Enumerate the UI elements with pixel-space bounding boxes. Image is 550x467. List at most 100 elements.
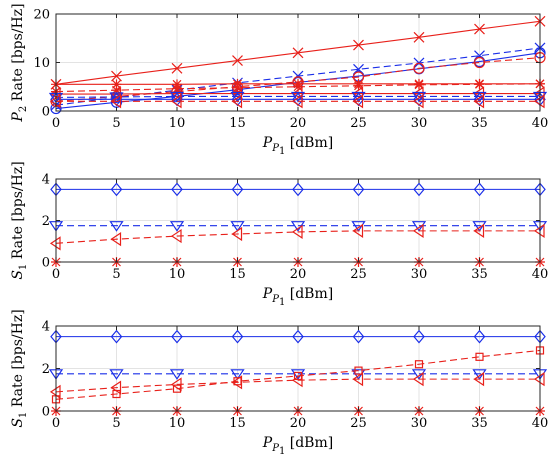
- data-point: [474, 79, 485, 90]
- data-point: [232, 82, 243, 93]
- data-point: [291, 86, 303, 101]
- x-axis-label: PP1 [dBm]: [262, 286, 333, 308]
- x-tick-label: 40: [532, 267, 549, 282]
- data-point: [292, 47, 304, 59]
- data-point: [111, 70, 122, 82]
- y-tick-label: 20: [33, 8, 50, 23]
- x-tick-label: 40: [532, 416, 549, 431]
- data-point: [170, 228, 182, 244]
- x-axis-label: PP1 [dBm]: [262, 135, 333, 157]
- data-point: [413, 62, 425, 74]
- y-tick-label: 0: [42, 256, 50, 271]
- data-point: [352, 92, 365, 107]
- data-point: [231, 92, 244, 107]
- series-line: [55, 230, 540, 244]
- y-axis-label: S1 Rate [bps/Hz]: [10, 161, 29, 279]
- x-tick-label: 35: [471, 267, 488, 282]
- series-10: [49, 94, 545, 109]
- data-point: [414, 360, 424, 369]
- x-tick-label: 30: [411, 416, 428, 431]
- data-point: [291, 224, 303, 240]
- data-point: [230, 221, 245, 232]
- x-tick-label: 10: [169, 267, 186, 282]
- data-point: [231, 375, 243, 390]
- y-tick-label: 10: [33, 56, 50, 71]
- data-point: [473, 329, 486, 344]
- x-tick-label: 35: [471, 116, 488, 131]
- data-point: [171, 62, 183, 74]
- data-point: [293, 81, 303, 92]
- data-point: [170, 377, 182, 392]
- x-tick-label: 40: [532, 116, 549, 131]
- data-point: [169, 221, 185, 232]
- data-point: [231, 94, 243, 109]
- data-point: [171, 92, 183, 107]
- x-tick-label: 20: [290, 267, 307, 282]
- y-tick-label: 2: [42, 362, 50, 377]
- data-point: [292, 92, 304, 107]
- data-point: [473, 92, 486, 107]
- data-point: [352, 223, 364, 238]
- chart-panel-3: 0 5 10 15 20 25 30 35 40 0 2 4 PP1 [dBm] S1 Rate [bps…: [10, 309, 548, 457]
- data-point: [109, 221, 124, 232]
- data-point: [291, 373, 303, 388]
- data-point: [292, 182, 304, 197]
- data-point: [413, 31, 425, 43]
- data-point: [109, 369, 124, 380]
- data-point: [414, 79, 424, 90]
- data-point: [473, 182, 486, 197]
- series-1: [50, 182, 546, 197]
- data-point: [231, 226, 243, 242]
- data-point: [171, 182, 183, 197]
- data-point: [473, 94, 485, 109]
- data-point: [352, 94, 364, 109]
- data-point: [231, 329, 244, 344]
- data-point: [110, 380, 122, 395]
- x-tick-label: 10: [169, 416, 186, 431]
- data-point: [170, 94, 182, 109]
- data-point: [110, 329, 123, 344]
- series-line: [55, 378, 540, 393]
- y-tick-label: 4: [42, 320, 50, 335]
- x-tick-label: 35: [471, 416, 488, 431]
- data-point: [292, 329, 304, 344]
- data-point: [171, 329, 183, 344]
- data-point: [354, 366, 363, 375]
- x-tick-label: 30: [411, 267, 428, 282]
- chart-panel-2: 0 5 10 15 20 25 30 35 40 0 2 4 PP1 [dBm] S1 Rate [bps…: [10, 161, 548, 308]
- data-point: [230, 369, 245, 380]
- data-point: [231, 182, 244, 197]
- series-9: [50, 92, 546, 107]
- x-tick-label: 25: [350, 416, 367, 431]
- y-axis-label: P2 Rate [bps/Hz]: [10, 3, 29, 122]
- data-point: [412, 223, 424, 238]
- chart-panel-1: 0 5 10 15 20 25 30 35 40 0 10 20 PP1 [dBm] P2 Rate [b…: [10, 3, 548, 157]
- x-tick-label: 5: [112, 416, 120, 431]
- x-tick-label: 0: [52, 416, 60, 431]
- x-tick-label: 5: [112, 116, 120, 131]
- x-tick-label: 30: [411, 116, 428, 131]
- grid: [55, 178, 541, 263]
- series-line: [55, 349, 541, 400]
- x-tick-label: 20: [290, 416, 307, 431]
- x-tick-label: 15: [229, 416, 246, 431]
- data-point: [352, 329, 365, 344]
- x-tick-label: 0: [52, 116, 60, 131]
- data-point: [352, 182, 365, 197]
- data-point: [475, 352, 484, 361]
- data-point: [352, 372, 364, 387]
- data-point: [413, 182, 425, 197]
- x-tick-label: 10: [169, 116, 186, 131]
- data-point: [291, 94, 303, 109]
- x-axis-label: PP1 [dBm]: [262, 435, 333, 457]
- data-point: [353, 39, 364, 51]
- data-point: [111, 79, 122, 90]
- x-tick-label: 5: [112, 267, 120, 282]
- x-tick-label: 15: [229, 116, 246, 131]
- series-line: [55, 95, 540, 98]
- data-point: [412, 94, 424, 109]
- y-axis-label: S1 Rate [bps/Hz]: [10, 309, 29, 427]
- x-tick-label: 25: [350, 267, 367, 282]
- x-tick-label: 0: [52, 267, 60, 282]
